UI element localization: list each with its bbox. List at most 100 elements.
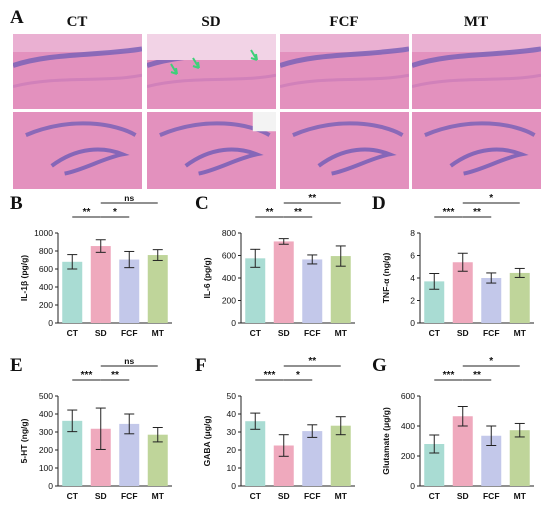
y-tick-label: 600 — [222, 251, 236, 261]
panel-f-letter: F — [195, 355, 207, 376]
micrograph-sd-hippocampus — [147, 112, 276, 189]
y-tick-label: 0 — [410, 481, 415, 491]
bar-fcf — [302, 431, 323, 486]
y-tick-label: 400 — [39, 409, 53, 419]
panel-d-letter: D — [372, 193, 386, 214]
significance-label: *** — [81, 370, 93, 381]
y-tick-label: 200 — [401, 451, 415, 461]
group-header-sd: SD — [201, 14, 221, 30]
bar-sd — [90, 246, 111, 323]
x-tick-label: FCF — [304, 491, 321, 501]
x-tick-label: FCF — [121, 491, 138, 501]
significance-label: ** — [111, 370, 119, 381]
y-tick-label: 2 — [410, 296, 415, 306]
micrograph-ct-hippocampus — [13, 112, 142, 189]
x-tick-label: CT — [250, 491, 262, 501]
y-tick-label: 30 — [227, 427, 237, 437]
bar-chart-f: 0 10 20 30 40 50 GABA (μg/g) CT SD FCF MT *** * ** — [183, 356, 365, 516]
y-tick-label: 6 — [410, 251, 415, 261]
significance-label: *** — [264, 370, 276, 381]
x-tick-label: CT — [67, 328, 79, 338]
x-tick-label: CT — [429, 491, 441, 501]
y-tick-label: 100 — [39, 463, 53, 473]
bar-mt — [330, 256, 351, 323]
panel-a-letter: A — [10, 7, 24, 28]
x-tick-label: FCF — [304, 328, 321, 338]
group-header-ct: CT — [66, 14, 88, 30]
group-header-fcf: FCF — [329, 14, 359, 30]
significance-label: ** — [294, 207, 302, 218]
y-axis-label: Glutamate (μg/g) — [381, 407, 391, 475]
x-tick-label: MT — [152, 491, 165, 501]
x-tick-label: FCF — [483, 328, 500, 338]
y-tick-label: 0 — [231, 318, 236, 328]
significance-label: * — [296, 370, 300, 381]
significance-label: ** — [83, 207, 91, 218]
y-axis-label: 5-HT (ng/g) — [19, 418, 29, 463]
x-tick-label: MT — [152, 328, 165, 338]
significance-label: ** — [473, 207, 481, 218]
bar-chart-e: 0 100 200 300 400 500 5-HT (ng/g) CT SD FCF MT *** *… — [0, 356, 182, 516]
bar-mt — [509, 272, 530, 323]
y-axis-label: IL-6 (pg/g) — [202, 257, 212, 298]
micrograph-fcf-ca-region — [280, 34, 409, 109]
bar-mt — [147, 434, 168, 486]
x-tick-label: CT — [429, 328, 441, 338]
y-axis-label: TNF-α (ng/g) — [381, 253, 391, 304]
bar-sd — [90, 428, 111, 486]
panel-c-letter: C — [195, 193, 209, 214]
micrograph-mt-ca-region — [412, 34, 541, 109]
y-tick-label: 8 — [410, 228, 415, 238]
significance-label: * — [489, 193, 493, 204]
y-axis-label: GABA (μg/g) — [202, 415, 212, 466]
panel-g-letter: G — [372, 355, 387, 376]
significance-label: ns — [124, 356, 134, 366]
bar-chart-g: 0 200 400 600 Glutamate (μg/g) CT SD FCF MT *** **… — [362, 356, 544, 516]
bar-mt — [330, 425, 351, 486]
x-tick-label: SD — [278, 328, 290, 338]
y-tick-label: 1000 — [34, 228, 53, 238]
x-tick-label: CT — [250, 328, 262, 338]
y-tick-label: 800 — [39, 246, 53, 256]
bar-fcf — [481, 278, 502, 323]
bar-sd — [452, 262, 473, 323]
y-tick-label: 800 — [222, 228, 236, 238]
bar-chart-d: 0 2 4 6 8 TNF-α (ng/g) CT SD FCF MT *** ** * — [362, 193, 544, 353]
y-tick-label: 400 — [401, 421, 415, 431]
micrograph-ct-ca-region — [13, 34, 142, 109]
x-tick-label: SD — [278, 491, 290, 501]
bar-fcf — [119, 423, 140, 486]
bar-sd — [273, 445, 294, 486]
x-tick-label: SD — [457, 328, 469, 338]
y-tick-label: 0 — [48, 481, 53, 491]
y-tick-label: 0 — [48, 318, 53, 328]
bar-ct — [424, 281, 445, 323]
bar-ct — [245, 258, 266, 323]
y-tick-label: 400 — [222, 273, 236, 283]
significance-label: * — [113, 207, 117, 218]
group-header-mt: MT — [463, 14, 489, 30]
significance-label: ** — [473, 370, 481, 381]
y-tick-label: 300 — [39, 427, 53, 437]
x-tick-label: FCF — [483, 491, 500, 501]
y-tick-label: 50 — [227, 391, 237, 401]
significance-label: ** — [308, 193, 316, 204]
x-tick-label: MT — [335, 491, 348, 501]
panel-e-letter: E — [10, 355, 23, 376]
bar-fcf — [302, 259, 323, 323]
y-tick-label: 200 — [39, 300, 53, 310]
bar-ct — [424, 444, 445, 486]
x-tick-label: SD — [95, 491, 107, 501]
significance-label: ** — [266, 207, 274, 218]
bar-fcf — [119, 259, 140, 323]
micrograph-mt-hippocampus — [412, 112, 541, 189]
y-tick-label: 200 — [222, 296, 236, 306]
y-axis-label: IL-1β (pg/g) — [19, 255, 29, 301]
y-tick-label: 500 — [39, 391, 53, 401]
bar-chart-c: 0 200 400 600 800 IL-6 (pg/g) CT SD FCF MT ** ** ** — [183, 193, 365, 353]
significance-label: *** — [443, 370, 455, 381]
y-tick-label: 600 — [39, 264, 53, 274]
y-tick-label: 4 — [410, 273, 415, 283]
x-tick-label: MT — [335, 328, 348, 338]
bar-sd — [273, 241, 294, 323]
